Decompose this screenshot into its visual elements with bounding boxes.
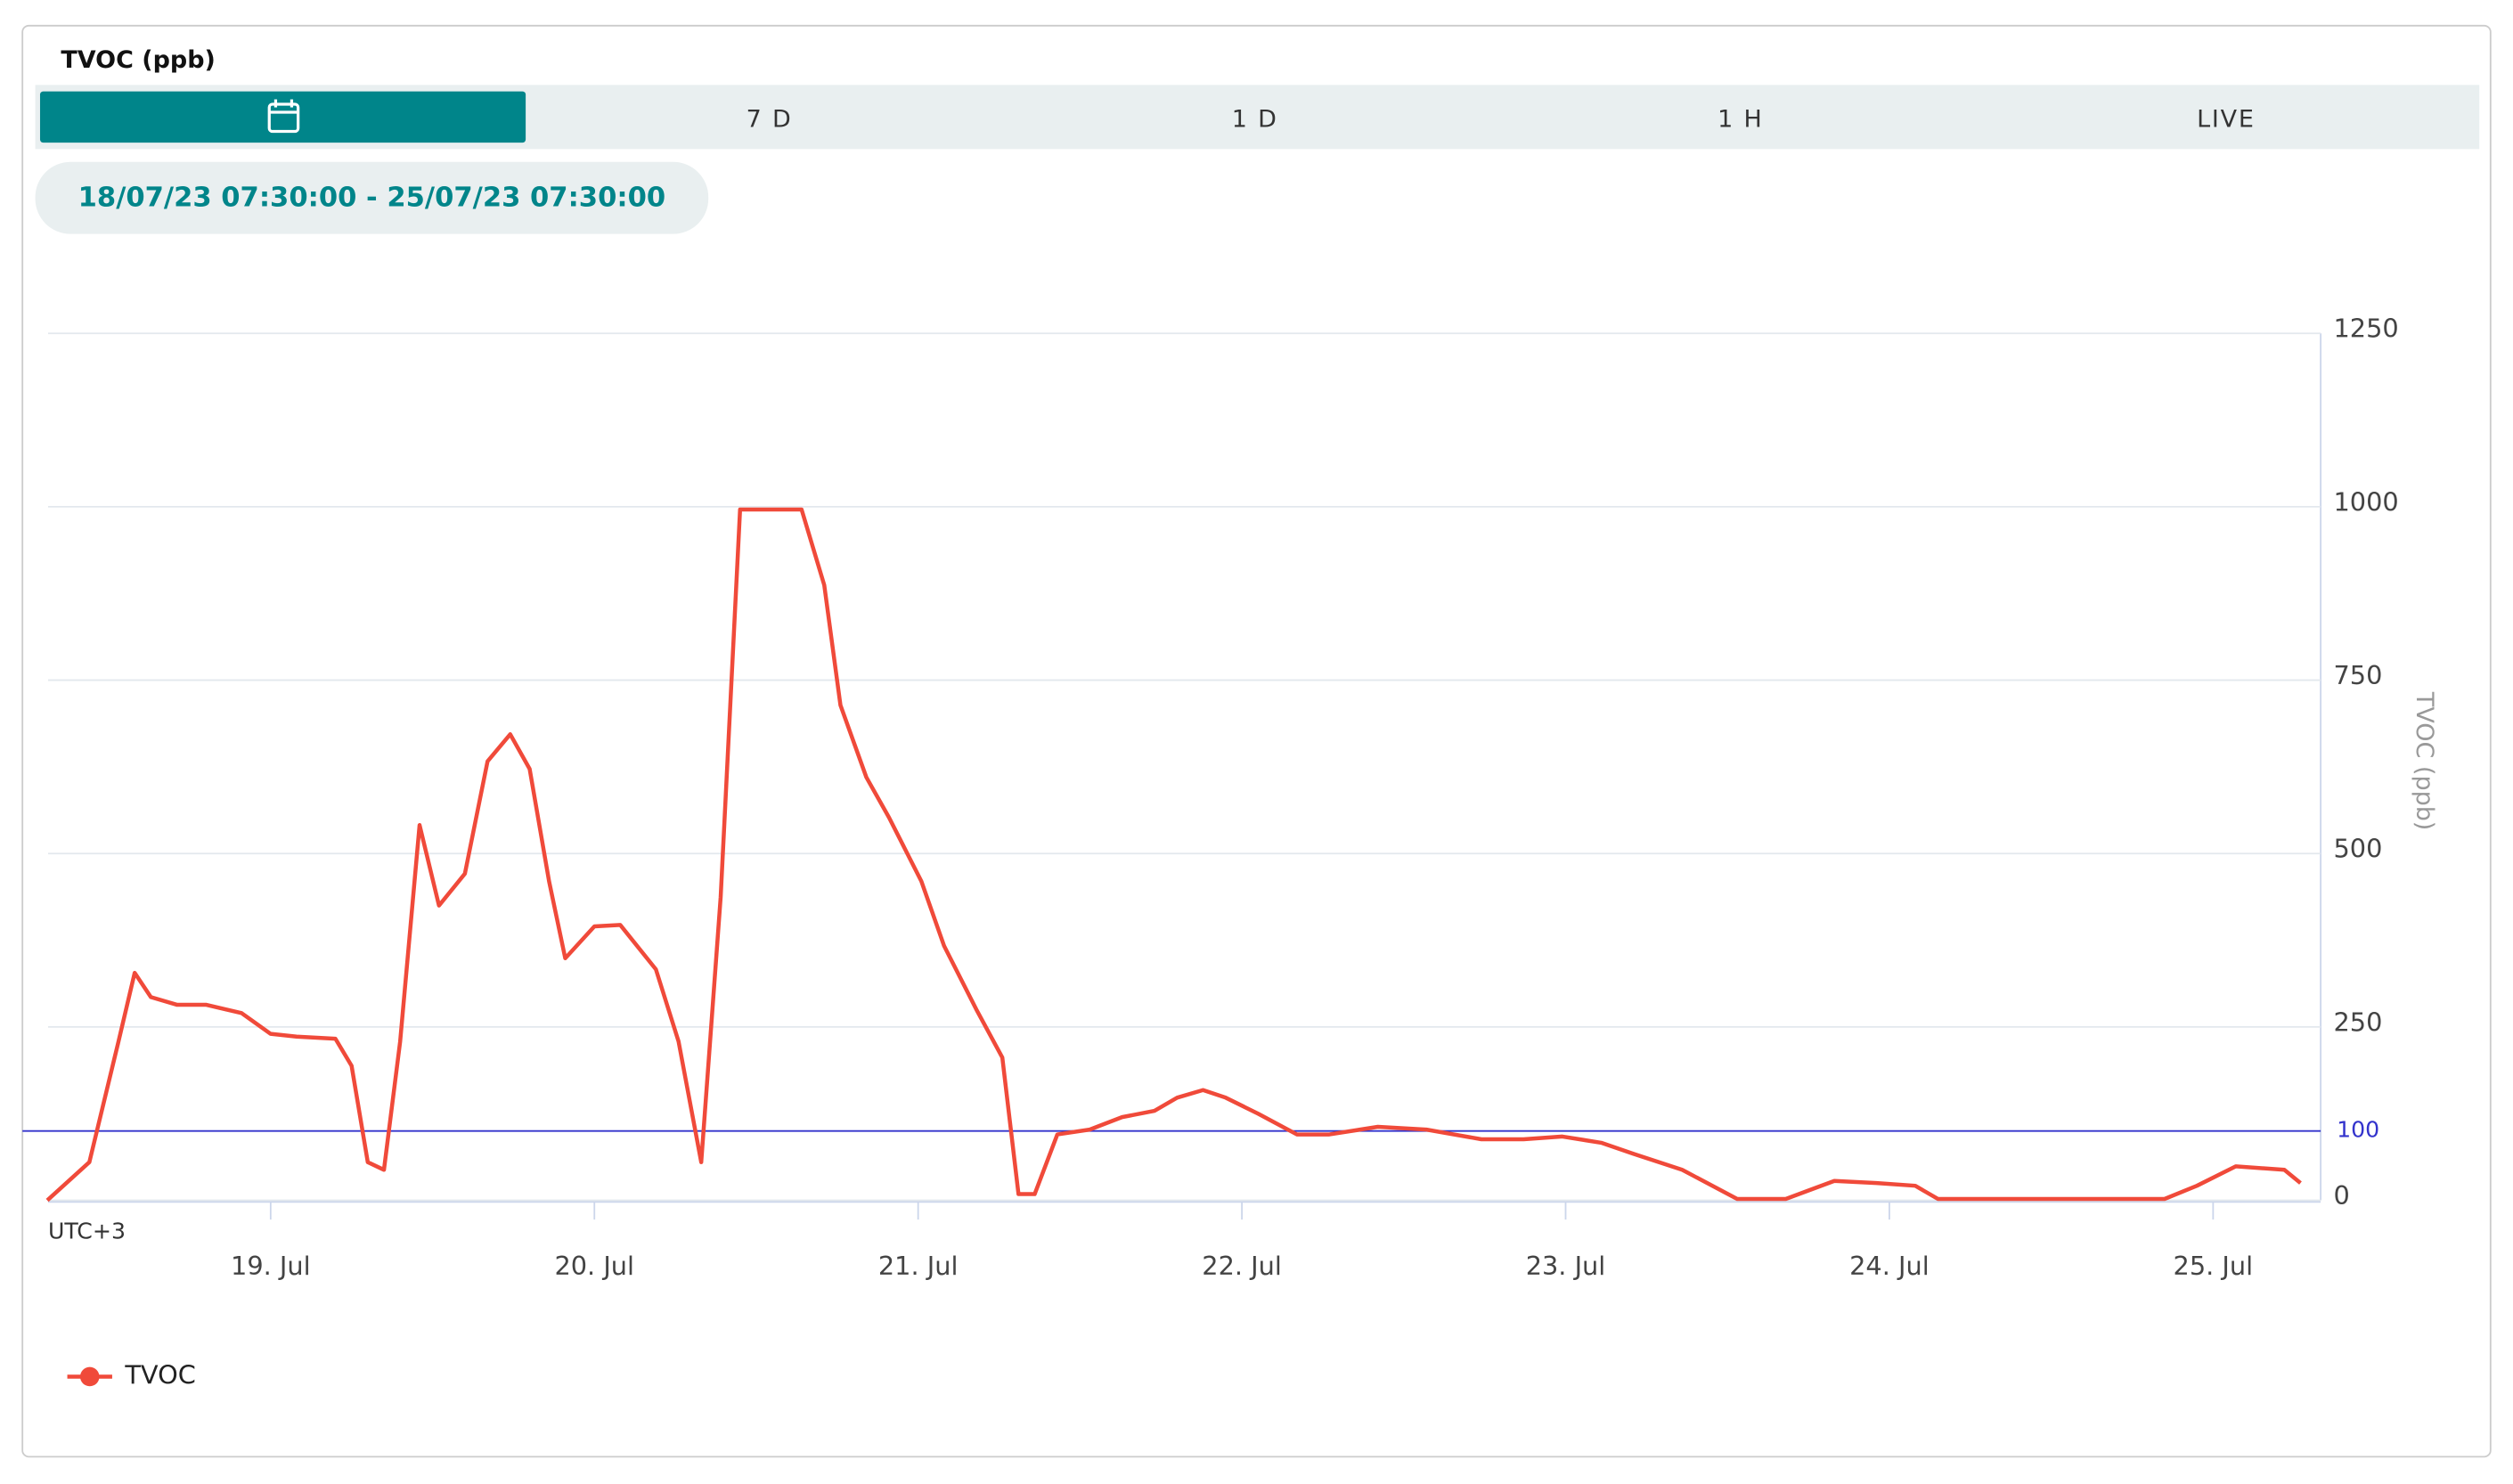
- y-tick-label: 500: [2334, 834, 2383, 864]
- timezone: UTC+3: [48, 1219, 126, 1244]
- series-line: [45, 507, 2302, 1203]
- reference-label: 100: [2337, 1117, 2379, 1143]
- widget-title: TVOC (ppb): [61, 46, 215, 74]
- x-tick-label: 25. Jul: [2174, 1251, 2254, 1281]
- x-tick-label: 19. Jul: [231, 1251, 311, 1281]
- y-tick-label: 1000: [2334, 486, 2399, 517]
- x-tick-label: 24. Jul: [1849, 1251, 1930, 1281]
- x-tick-label: 22. Jul: [1202, 1251, 1282, 1281]
- x-tick-label: 23. Jul: [1526, 1251, 1606, 1281]
- card: [21, 24, 2492, 1458]
- tab[interactable]: 7 D: [747, 105, 793, 133]
- legend-label[interactable]: TVOC: [124, 1359, 195, 1390]
- y-tick-label: 0: [2334, 1180, 2350, 1211]
- x-tick-label: 20. Jul: [554, 1251, 634, 1281]
- y-tick-label: 750: [2334, 660, 2383, 690]
- tab[interactable]: 1 D: [1232, 105, 1278, 133]
- x-tick-label: 21. Jul: [878, 1251, 959, 1281]
- calendar-tab[interactable]: [39, 91, 526, 143]
- calendar-icon: [267, 99, 300, 134]
- y-axis-title: TVOC (ppb): [2411, 691, 2438, 830]
- tab[interactable]: LIVE: [2197, 105, 2256, 133]
- y-tick-label: 250: [2334, 1007, 2383, 1037]
- legend-symbol[interactable]: [79, 1366, 100, 1387]
- tab[interactable]: 1 H: [1717, 105, 1763, 133]
- date-range: 18/07/23 07:30:00 - 25/07/23 07:30:00: [78, 183, 666, 214]
- y-tick-label: 1250: [2334, 314, 2399, 344]
- date-range-pill[interactable]: [35, 161, 709, 234]
